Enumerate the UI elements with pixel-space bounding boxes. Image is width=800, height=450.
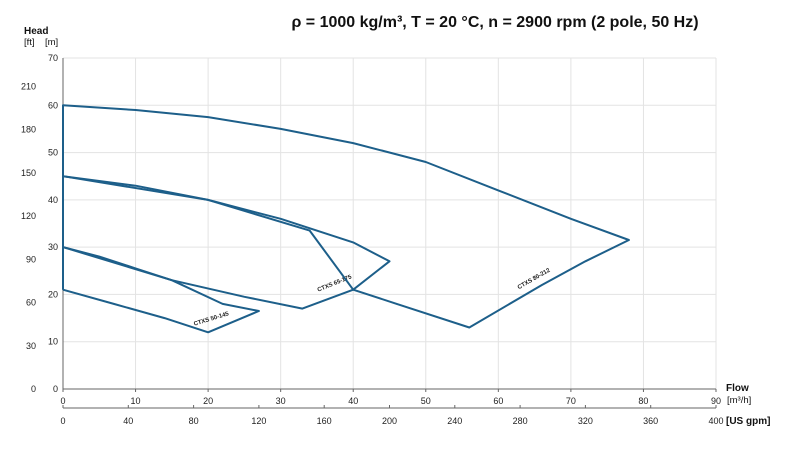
- y-tick-label-m: 30: [48, 242, 58, 252]
- x-tick-label-usgpm: 240: [447, 416, 462, 426]
- x-tick-label-usgpm: 120: [251, 416, 266, 426]
- y-axis-title: Head: [24, 26, 48, 37]
- y-tick-label-ft: 210: [21, 81, 36, 91]
- series-envelope-ctxs-80-212: [62, 104, 630, 329]
- x-tick-label-usgpm: 160: [317, 416, 332, 426]
- tick-labels: 0 10 20 30 40 50 60 70 0 30 60 90 120 150 180 210 0 10 20 3…: [21, 53, 724, 426]
- y-tick-label-m: 0: [53, 384, 58, 394]
- y-unit-m: [m]: [45, 37, 58, 48]
- x-tick-label-usgpm: 280: [513, 416, 528, 426]
- y-tick-label-ft: 90: [26, 254, 36, 264]
- x-tick-label-m3h: 0: [60, 396, 65, 406]
- y-tick-label-ft: 30: [26, 341, 36, 351]
- axes: [62, 58, 717, 409]
- y-tick-label-m: 60: [48, 100, 58, 110]
- y-tick-label-ft: 0: [31, 384, 36, 394]
- x-tick-label-m3h: 20: [203, 396, 213, 406]
- y-tick-label-m: 50: [48, 148, 58, 158]
- grid-lines: [62, 57, 717, 390]
- x-tick-label-m3h: 90: [711, 396, 721, 406]
- y-tick-label-m: 40: [48, 195, 58, 205]
- x-tick-label-usgpm: 320: [578, 416, 593, 426]
- series-envelope-ctxs-65-175: [62, 175, 391, 310]
- series-label: CTXS 80-212: [517, 267, 552, 291]
- y-tick-label-ft: 180: [21, 125, 36, 135]
- y-unit-ft: [ft]: [24, 37, 35, 48]
- x-tick-label-usgpm: 0: [60, 416, 65, 426]
- x-tick-label-usgpm: 40: [123, 416, 133, 426]
- x-tick-label-usgpm: 360: [643, 416, 658, 426]
- x-unit-usgpm: [US gpm]: [726, 416, 770, 427]
- y-tick-label-m: 70: [48, 53, 58, 63]
- x-tick-label-usgpm: 200: [382, 416, 397, 426]
- series-envelope-ctxs-50-145: [62, 246, 260, 334]
- x-tick-label-m3h: 80: [638, 396, 648, 406]
- x-tick-label-usgpm: 400: [708, 416, 723, 426]
- x-tick-label-usgpm: 80: [189, 416, 199, 426]
- x-tick-label-m3h: 30: [276, 396, 286, 406]
- y-tick-label-ft: 60: [26, 298, 36, 308]
- x-tick-label-m3h: 10: [131, 396, 141, 406]
- chart-title: ρ = 1000 kg/m³, T = 20 °C, n = 2900 rpm …: [291, 14, 698, 31]
- x-tick-label-m3h: 60: [493, 396, 503, 406]
- x-tick-label-m3h: 40: [348, 396, 358, 406]
- x-axis-title: Flow: [726, 383, 749, 394]
- x-unit-m3h: [m³/h]: [727, 395, 751, 406]
- x-tick-label-m3h: 70: [566, 396, 576, 406]
- y-tick-label-ft: 150: [21, 168, 36, 178]
- y-tick-label-m: 20: [48, 289, 58, 299]
- y-tick-label-m: 10: [48, 337, 58, 347]
- x-tick-label-m3h: 50: [421, 396, 431, 406]
- y-tick-label-ft: 120: [21, 211, 36, 221]
